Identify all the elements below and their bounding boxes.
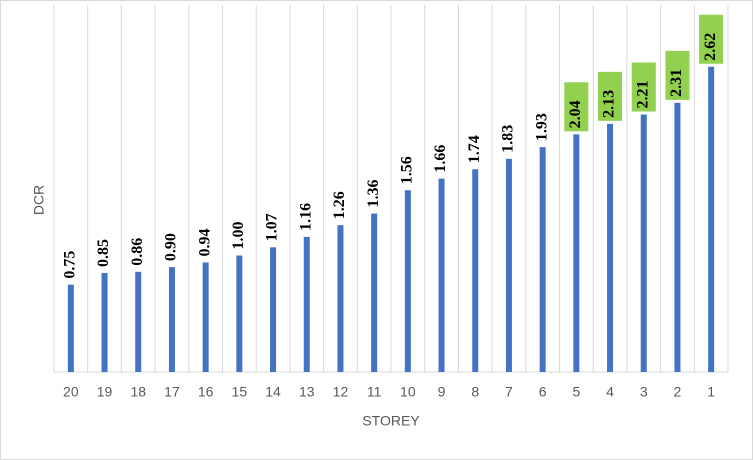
x-tick-label: 11 xyxy=(367,384,382,400)
value-label: 1.56 xyxy=(399,156,416,184)
x-tick-label: 6 xyxy=(539,384,547,400)
value-label: 0.86 xyxy=(129,238,146,266)
x-tick-label: 1 xyxy=(707,384,715,400)
bar xyxy=(67,284,74,372)
value-label: 2.62 xyxy=(702,33,719,61)
label-highlight xyxy=(564,82,589,132)
bar xyxy=(101,272,108,372)
x-tick-label: 5 xyxy=(572,384,580,400)
value-label: 1.36 xyxy=(365,180,382,208)
value-label: 1.74 xyxy=(466,135,483,163)
value-label: 2.21 xyxy=(634,81,651,109)
value-label: 0.94 xyxy=(196,228,213,256)
bar xyxy=(674,102,681,372)
x-tick-label: 2 xyxy=(674,384,682,400)
x-tick-label: 13 xyxy=(299,384,315,400)
x-tick-label: 12 xyxy=(333,384,349,400)
bar xyxy=(168,267,175,372)
x-tick-label: 8 xyxy=(471,384,479,400)
value-label: 1.66 xyxy=(432,145,449,173)
bar xyxy=(404,190,411,372)
value-label: 1.07 xyxy=(264,213,281,241)
x-tick-label: 9 xyxy=(438,384,446,400)
bar xyxy=(539,147,546,372)
bar xyxy=(236,255,243,372)
bar xyxy=(303,236,310,372)
value-label: 2.13 xyxy=(601,90,618,118)
value-label: 2.31 xyxy=(668,69,685,97)
x-axis-title: STOREY xyxy=(362,413,420,429)
x-tick-label: 3 xyxy=(640,384,648,400)
x-tick-label: 19 xyxy=(97,384,113,400)
x-tick-label: 4 xyxy=(606,384,614,400)
label-highlight xyxy=(631,62,656,112)
x-tick-label: 16 xyxy=(198,384,214,400)
value-label: 2.04 xyxy=(567,100,584,128)
value-label: 1.00 xyxy=(230,221,247,249)
bar xyxy=(607,123,614,372)
x-tick-label: 10 xyxy=(400,384,416,400)
bar xyxy=(640,114,647,373)
x-tick-label: 14 xyxy=(265,384,281,400)
value-label: 1.16 xyxy=(297,203,314,231)
bar xyxy=(573,134,580,372)
x-tick-label: 20 xyxy=(63,384,79,400)
value-label: 0.75 xyxy=(62,251,79,279)
value-label: 1.26 xyxy=(331,191,348,219)
bar xyxy=(472,169,479,372)
bar xyxy=(337,225,344,372)
bar xyxy=(505,158,512,372)
value-label: 1.93 xyxy=(533,113,550,141)
label-highlight xyxy=(598,71,623,121)
bar xyxy=(135,271,142,372)
y-axis-title: DCR xyxy=(31,185,47,215)
value-label: 1.83 xyxy=(500,125,517,153)
x-tick-label: 7 xyxy=(505,384,513,400)
label-highlight xyxy=(699,14,724,64)
bar xyxy=(708,66,715,372)
bar xyxy=(202,262,209,372)
bar xyxy=(438,178,445,372)
x-tick-label: 18 xyxy=(130,384,146,400)
x-tick-label: 15 xyxy=(232,384,248,400)
bar xyxy=(270,247,277,372)
value-label: 0.90 xyxy=(163,233,180,261)
bar xyxy=(371,213,378,372)
x-tick-label: 17 xyxy=(164,384,180,400)
value-label: 0.85 xyxy=(95,239,112,267)
label-highlight xyxy=(665,50,690,100)
